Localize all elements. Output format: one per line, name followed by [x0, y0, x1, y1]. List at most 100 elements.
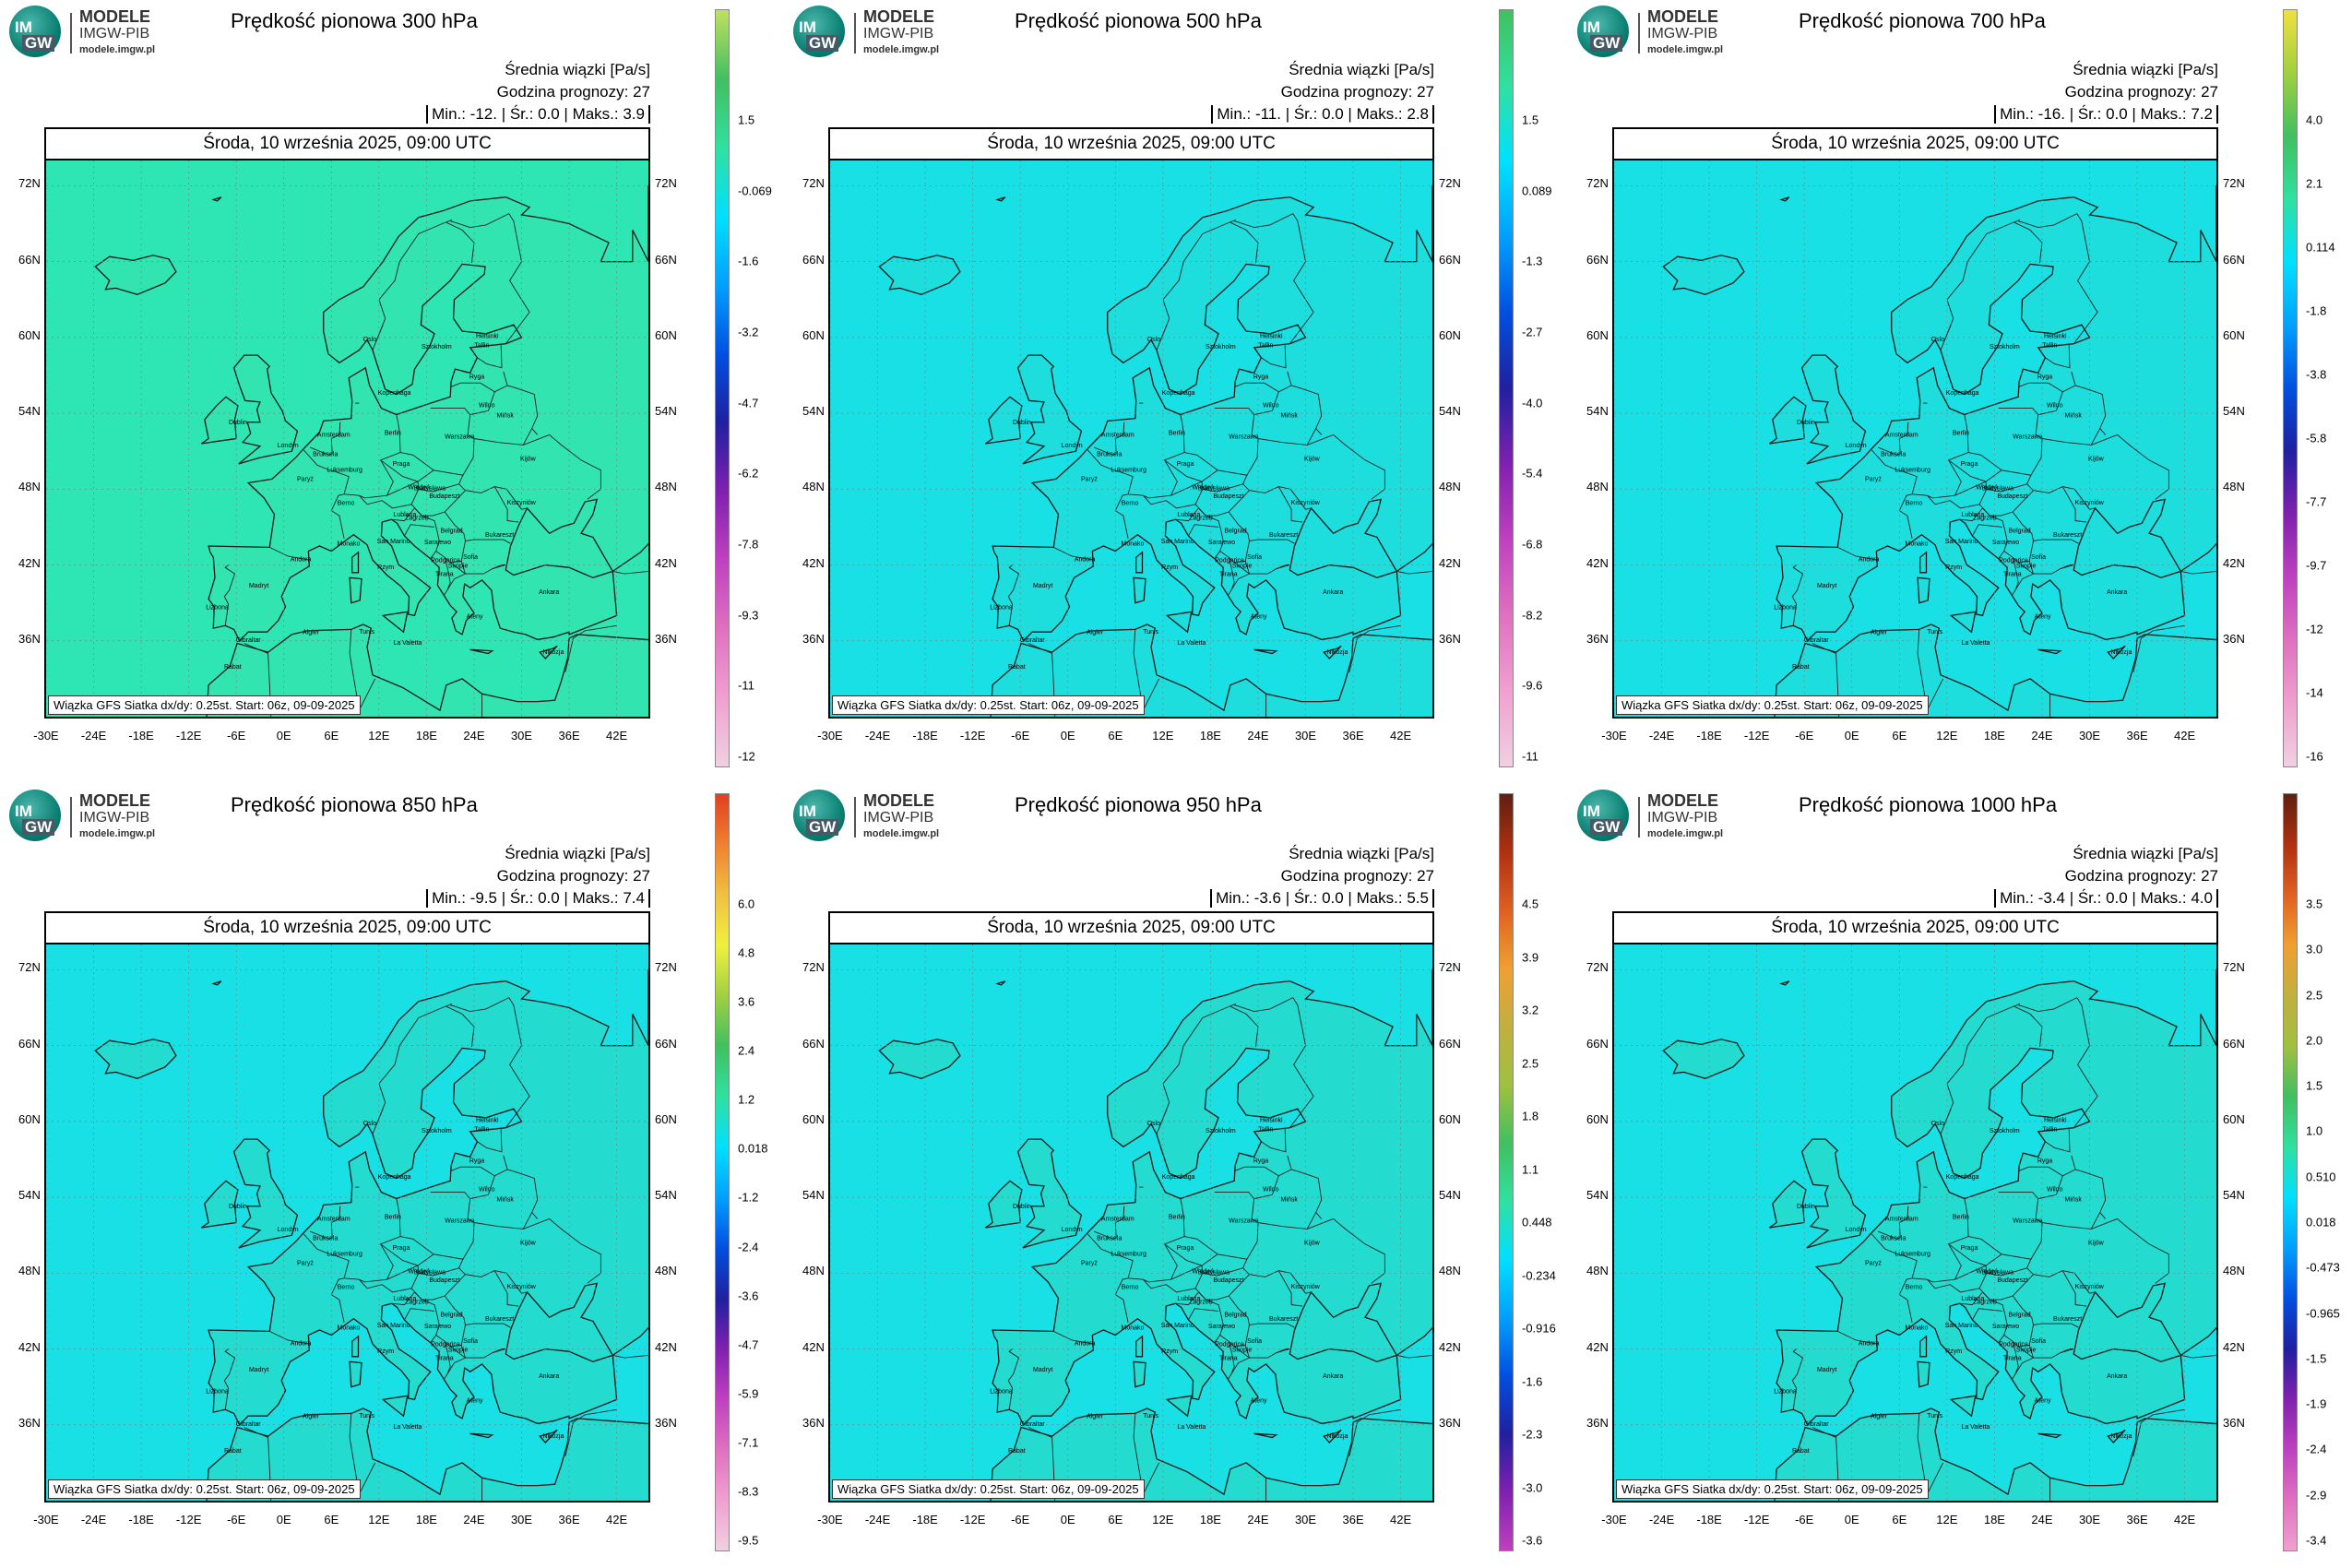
lon-label: 42E [606, 1513, 628, 1526]
country-border [2026, 1259, 2032, 1268]
country-border [435, 551, 462, 564]
city-label: Mińsk [497, 412, 515, 419]
country-border [1175, 1291, 1224, 1343]
coastline [990, 1408, 1432, 1501]
colorbar-tick-label: 0.510 [2306, 1170, 2336, 1184]
stats-line: Min.: -12. | Śr.: 0.0 | Maks.: 3.9 [426, 105, 650, 124]
colorbar-tick-label: -2.9 [2306, 1488, 2327, 1503]
units-label: Średnia wiązki [Pa/s] [505, 61, 650, 78]
colorbar-tick-label: -14 [2306, 685, 2323, 700]
country-border [391, 507, 440, 559]
lat-label-left: 36N [802, 631, 825, 646]
colorbar-tick-label: 0.018 [738, 1141, 768, 1156]
city-label: Belgrad [1225, 1312, 1247, 1318]
coastline [1769, 1180, 1807, 1229]
colorbar-tick-label: 2.4 [738, 1043, 755, 1058]
city-label: Madryt [1033, 1367, 1052, 1373]
country-border [2038, 371, 2076, 415]
city-label: Belgrad [441, 528, 463, 534]
country-border [612, 1354, 648, 1359]
country-border [241, 1421, 243, 1424]
city-label: Bruksela [1881, 1235, 1906, 1241]
coastline [1165, 1395, 1193, 1418]
city-label: Kopenhaga [1946, 1174, 1979, 1181]
city-label: Madryt [249, 1367, 268, 1373]
city-label: Kijów [1304, 457, 1321, 463]
country-border [1164, 1243, 1218, 1266]
coastline [469, 1432, 494, 1439]
country-border [410, 483, 467, 517]
colorbar [715, 9, 730, 767]
logo-line1: MODELE [1647, 7, 1719, 26]
colorbar-tick-label: -8.3 [738, 1484, 759, 1499]
coastline [1165, 611, 1193, 634]
city-label: Tirana [435, 1356, 454, 1362]
lon-label: 30E [1294, 1513, 1317, 1526]
country-border [1233, 1346, 1250, 1359]
city-label: Dublin [1797, 1204, 1815, 1210]
colorbar-tick-label: -5.8 [2306, 431, 2327, 445]
city-label: Wiedeń [1976, 1268, 1998, 1275]
coastline [2037, 648, 2062, 655]
city-label: Bruksela [1097, 451, 1122, 457]
city-label: Madryt [249, 583, 268, 589]
city-label: Wiedeń [1192, 484, 1214, 491]
city-label: Lublana [393, 1296, 416, 1302]
city-label: Bratysława [1982, 1269, 2013, 1276]
coastline [211, 980, 222, 986]
country-border [1289, 213, 1314, 344]
lat-label-right: 36N [655, 1415, 677, 1430]
map-background [46, 160, 648, 717]
country-border [446, 1357, 466, 1375]
country-border [1968, 408, 2043, 476]
map-background [830, 944, 1432, 1501]
lon-label: -6E [227, 729, 246, 742]
city-label: San Marino [1161, 1323, 1194, 1329]
map-footer: Wiązka GFS Siatka dx/dy: 0.25st. Start: … [1616, 1479, 1929, 1499]
lat-label-right: 54N [655, 404, 677, 419]
city-label: Paryż [1865, 477, 1882, 483]
units-label: Średnia wiązki [Pa/s] [1289, 845, 1434, 862]
city-label: Gibraltar [1020, 637, 1046, 644]
lat-label-left: 42N [1586, 555, 1609, 570]
logo-url: modele.imgw.pl [863, 44, 940, 55]
city-label: Monako [1906, 1325, 1929, 1332]
country-border [1164, 459, 1218, 482]
stats-line: Min.: -3.4 | Śr.: 0.0 | Maks.: 4.0 [1994, 889, 2218, 908]
lat-label-left: 60N [18, 1111, 41, 1126]
city-label: Tunis [1143, 1413, 1158, 1420]
country-border [494, 486, 528, 510]
city-label: Skopje [2016, 564, 2037, 570]
city-label: Ankara [539, 589, 559, 596]
city-label: Ateny [1251, 1398, 1267, 1405]
colorbar-tick-label: -1.6 [1522, 1374, 1543, 1388]
city-label: Berno [1906, 1285, 1923, 1291]
city-label: Skopje [448, 1348, 469, 1354]
lat-label-right: 54N [1439, 1188, 1461, 1203]
city-label: Rabat [1792, 1448, 1810, 1455]
colorbar-tick-label: -3.0 [1522, 1480, 1543, 1494]
imgw-logo: IM GW MODELE IMGW-PIB modele.imgw.pl [1577, 6, 1743, 59]
lon-label: -18E [128, 729, 154, 742]
country-border [1948, 459, 2002, 482]
logo-url: modele.imgw.pl [79, 828, 156, 839]
country-border [2033, 486, 2087, 523]
city-label: Ryga [469, 1158, 484, 1165]
country-border [1927, 481, 1988, 509]
country-border [2003, 551, 2030, 564]
country-border [400, 1192, 475, 1260]
city-label: Amsterdam [1101, 432, 1134, 438]
lon-label: -6E [1795, 1513, 1814, 1526]
forecast-hour: Godzina prognozy: 27 [1280, 83, 1434, 101]
colorbar-tick-label: -9.5 [738, 1533, 759, 1548]
country-border [1184, 1192, 1259, 1260]
city-label: Andora [1075, 557, 1096, 564]
country-border [372, 219, 453, 350]
lat-label-left: 66N [802, 1036, 825, 1051]
city-label: Monako [1122, 541, 1145, 548]
country-border [1025, 1421, 1027, 1424]
country-border [1917, 629, 1944, 712]
logo-line2: IMGW-PIB [79, 26, 150, 42]
city-label: Andora [1859, 1341, 1880, 1348]
country-border [1278, 486, 1312, 510]
